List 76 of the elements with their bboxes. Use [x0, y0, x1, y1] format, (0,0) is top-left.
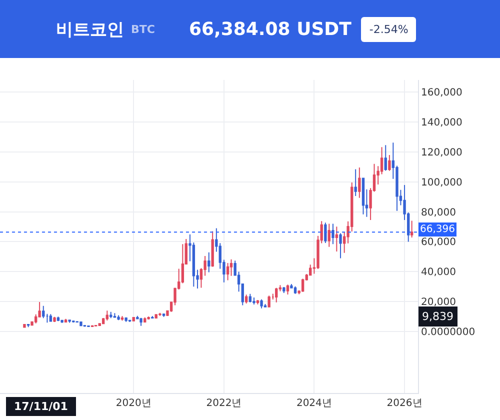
candlestick — [275, 287, 278, 303]
candlestick — [158, 312, 162, 316]
text: 66,384.08 USDT — [188, 18, 352, 40]
candlestick — [46, 313, 49, 324]
y-tick-label: 0.0000000 — [421, 327, 476, 338]
y-tick-label: 120,000 — [421, 147, 462, 158]
candlestick — [87, 324, 90, 328]
candlestick — [208, 252, 210, 273]
candlestick — [60, 319, 64, 324]
annotation: 9,839 — [422, 310, 454, 323]
x-tick-label: 2024년 — [296, 398, 332, 409]
candlestick — [110, 311, 112, 319]
candlestick — [144, 316, 146, 323]
candlestick — [162, 312, 166, 318]
candlestick — [106, 310, 109, 322]
candlestick — [83, 324, 86, 328]
text: -2.54% — [361, 16, 416, 42]
candlestick — [294, 286, 297, 294]
candlestick — [128, 319, 132, 323]
candlestick — [332, 223, 334, 245]
candlestick — [56, 316, 60, 322]
candlestick — [132, 316, 135, 322]
y-tick-label: 140,000 — [421, 117, 462, 128]
candlestick — [64, 318, 68, 323]
ref-line-label: 66,396 — [420, 224, 455, 235]
candlestick — [264, 304, 267, 308]
candlestick — [68, 319, 71, 324]
candlestick — [354, 168, 357, 197]
y-tick-label: 80,000 — [421, 207, 456, 218]
chart-subtitle: BTC — [131, 22, 155, 36]
candlestick — [113, 312, 116, 318]
candlestick — [140, 317, 142, 326]
candlestick — [252, 296, 256, 305]
candlestick — [328, 223, 330, 248]
candlestick — [244, 294, 248, 304]
candlestick — [260, 298, 263, 309]
candlestick — [384, 144, 387, 172]
candlestick — [362, 178, 365, 215]
candlestick — [324, 222, 327, 244]
candlestick — [147, 316, 150, 320]
candlestick — [117, 314, 120, 321]
candlestick — [230, 258, 233, 276]
candlestick — [339, 232, 342, 259]
x-tick-label: 2022년 — [206, 398, 242, 409]
y-tick-label: 60,000 — [421, 237, 456, 248]
candlestick — [358, 166, 361, 198]
candlestick — [53, 316, 56, 323]
candlestick — [226, 262, 230, 281]
y-tick-label: 40,000 — [421, 267, 456, 278]
candlestick — [248, 293, 252, 303]
y-tick-label: 20,000 — [421, 297, 456, 308]
candlestick — [154, 314, 158, 319]
text: 17/11/01 — [6, 397, 76, 416]
candlestick — [256, 300, 260, 305]
candlestick — [49, 314, 52, 322]
candlestick — [26, 324, 30, 328]
x-tick-label: 2026년 — [386, 398, 422, 409]
candlestick — [72, 320, 75, 323]
candlestick — [124, 317, 128, 322]
y-tick-label: 100,000 — [421, 177, 462, 188]
candlestick — [42, 305, 45, 319]
candlestick — [301, 278, 304, 292]
candlestick — [211, 230, 214, 268]
candlestick — [410, 220, 414, 238]
candlestick — [286, 284, 290, 295]
candlestick — [80, 321, 82, 327]
candlestick — [388, 154, 391, 172]
candlestick — [151, 316, 154, 319]
y-tick-label: 160,000 — [421, 87, 462, 98]
candlestick — [120, 316, 124, 322]
candlestick — [282, 286, 286, 294]
candlestick — [268, 295, 270, 308]
chart-title: 비트코인 — [56, 18, 124, 40]
candlestick — [335, 226, 338, 252]
candlestick — [23, 324, 26, 328]
x-tick-label: 2020년 — [116, 398, 152, 409]
